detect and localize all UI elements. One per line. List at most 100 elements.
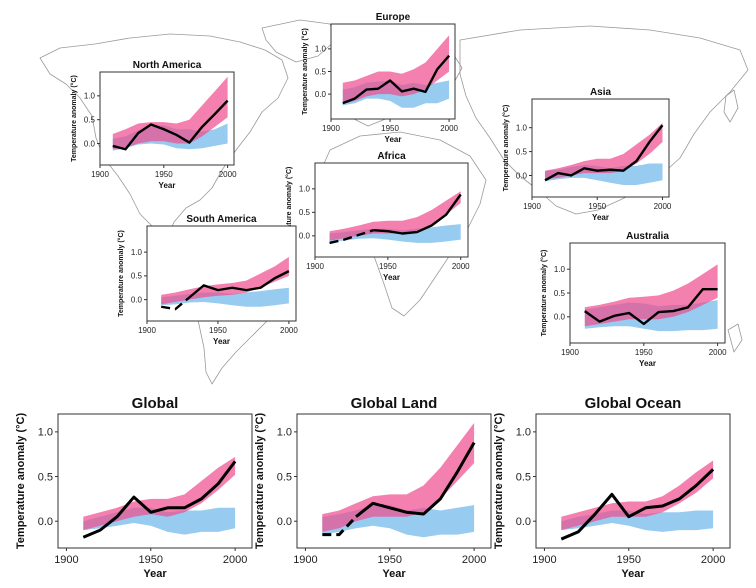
natural-and-anthropogenic-band bbox=[329, 191, 461, 241]
chart-title: Africa bbox=[377, 151, 406, 162]
x-tick-label: 2000 bbox=[440, 124, 458, 133]
observed-line-sparse bbox=[329, 229, 374, 245]
plot-frame bbox=[314, 162, 469, 258]
y-tick-label: 0.0 bbox=[554, 313, 566, 322]
natural-and-anthropogenic-band bbox=[561, 460, 714, 531]
x-tick-label: 1900 bbox=[322, 124, 340, 133]
plot-frame bbox=[57, 413, 253, 549]
observed-line bbox=[188, 270, 290, 299]
y-tick-label: 1.0 bbox=[84, 92, 96, 101]
x-tick-label: 2000 bbox=[701, 554, 725, 566]
observed-line-sparse bbox=[322, 515, 358, 537]
plot-frame bbox=[99, 71, 235, 166]
y-tick-label: 1.0 bbox=[277, 427, 292, 439]
y-tick-label: 0.0 bbox=[516, 171, 528, 180]
observed-line bbox=[112, 99, 229, 151]
y-tick-label: 0.0 bbox=[299, 232, 311, 241]
x-tick-label: 2000 bbox=[709, 348, 727, 357]
chart-title: Global Ocean bbox=[585, 395, 682, 412]
y-axis-label: Temperature anomaly (°C) bbox=[70, 75, 78, 162]
map-new-zealand bbox=[727, 323, 743, 353]
y-axis-label: Temperature anomaly (°C) bbox=[540, 250, 548, 337]
x-tick-label: 2000 bbox=[654, 202, 672, 211]
y-tick-label: 0.0 bbox=[315, 90, 327, 99]
x-axis-label: Year bbox=[592, 213, 609, 222]
x-tick-label: 2000 bbox=[280, 326, 298, 335]
y-tick-label: 1.0 bbox=[554, 265, 566, 274]
y-tick-label: 0.0 bbox=[38, 516, 53, 528]
x-tick-label: 1900 bbox=[523, 202, 541, 211]
plot-frame bbox=[535, 413, 731, 549]
chart-europe: 1900 1950 2000 0.0 0.5 1.0 Europe Year Temperatu… bbox=[301, 12, 459, 144]
x-axis-label: Year bbox=[639, 359, 656, 368]
natural-and-anthropogenic-band bbox=[322, 422, 475, 532]
x-tick-label: 1950 bbox=[155, 170, 173, 179]
observed-line bbox=[355, 441, 476, 518]
x-tick-label: 1950 bbox=[588, 202, 606, 211]
chart-africa: 1900 1950 2000 0.0 0.5 1.0 Africa Year Temperatu… bbox=[285, 151, 470, 282]
x-tick-label: 1900 bbox=[306, 262, 324, 271]
natural-and-anthropogenic-band bbox=[584, 264, 718, 327]
observed-line bbox=[584, 287, 718, 326]
observed-line bbox=[560, 468, 715, 541]
observed-line bbox=[544, 124, 664, 182]
y-axis-label: Temperature anomaly (°C) bbox=[117, 230, 125, 317]
y-tick-label: 0.0 bbox=[516, 516, 531, 528]
y-tick-label: 0.5 bbox=[131, 272, 143, 281]
natural-and-anthropogenic-band bbox=[545, 122, 663, 180]
x-axis-label: Year bbox=[213, 337, 230, 346]
chart-title: Europe bbox=[376, 12, 411, 23]
x-tick-label: 1950 bbox=[139, 554, 163, 566]
observed-line bbox=[82, 460, 237, 539]
y-tick-label: 0.5 bbox=[277, 471, 292, 483]
x-tick-label: 2000 bbox=[462, 554, 486, 566]
x-tick-label: 2000 bbox=[219, 170, 237, 179]
y-tick-label: 1.0 bbox=[38, 427, 53, 439]
observed-line bbox=[373, 193, 462, 235]
x-tick-label: 1900 bbox=[532, 554, 556, 566]
y-tick-label: 0.5 bbox=[315, 67, 327, 76]
y-tick-label: 1.0 bbox=[299, 185, 311, 194]
plot-frame bbox=[531, 98, 670, 198]
y-tick-label: 1.0 bbox=[131, 248, 143, 257]
x-axis-label: Year bbox=[143, 568, 167, 580]
chart-title: Australia bbox=[626, 231, 669, 242]
x-tick-label: 1900 bbox=[91, 170, 109, 179]
y-tick-label: 0.0 bbox=[277, 516, 292, 528]
y-tick-label: 0.5 bbox=[516, 471, 531, 483]
x-tick-label: 1950 bbox=[379, 262, 397, 271]
x-axis-label: Year bbox=[385, 135, 402, 144]
chart-north-america: 1900 1950 2000 0.0 0.5 1.0 North America Year Te… bbox=[70, 60, 237, 190]
observed-line bbox=[342, 54, 451, 105]
y-axis-label: Temperature anomaly (°C) bbox=[493, 413, 505, 550]
y-tick-label: 0.0 bbox=[84, 139, 96, 148]
y-axis-label: Temperature anomaly (°C) bbox=[254, 413, 266, 550]
y-axis-label: Temperature anomaly (°C) bbox=[15, 413, 27, 550]
y-tick-label: 0.5 bbox=[516, 147, 528, 156]
x-tick-label: 1900 bbox=[293, 554, 317, 566]
x-tick-label: 1950 bbox=[378, 554, 402, 566]
x-tick-label: 1900 bbox=[138, 326, 156, 335]
y-axis-label: Temperature anomaly (°C) bbox=[285, 167, 293, 254]
chart-asia: 1900 1950 2000 0.0 0.5 1.0 Asia Year Temperature… bbox=[502, 87, 672, 222]
y-axis-label: Temperature anomaly (°C) bbox=[502, 105, 510, 192]
y-tick-label: 1.0 bbox=[315, 45, 327, 54]
charts-layer: 1900 1950 2000 0.0 0.5 1.0 North America Year Te… bbox=[15, 12, 731, 580]
natural-and-anthropogenic-band bbox=[342, 35, 450, 105]
x-tick-label: 1900 bbox=[54, 554, 78, 566]
x-tick-label: 2000 bbox=[452, 262, 470, 271]
y-tick-label: 0.5 bbox=[38, 471, 53, 483]
chart-global-ocean: 1900 1950 2000 0.0 0.5 1.0 Global Ocean Year Tem… bbox=[493, 395, 731, 580]
chart-title: North America bbox=[133, 60, 202, 71]
x-tick-label: 1950 bbox=[617, 554, 641, 566]
natural-and-anthropogenic-band bbox=[161, 256, 289, 305]
chart-title: Asia bbox=[590, 87, 612, 98]
map-north-america bbox=[39, 33, 289, 237]
chart-global-land: 1900 1950 2000 0.0 0.5 1.0 Global Land Year Temp… bbox=[254, 395, 492, 580]
chart-south-america: 1900 1950 2000 0.0 0.5 1.0 South America Year Te… bbox=[117, 214, 298, 346]
x-tick-label: 1900 bbox=[561, 348, 579, 357]
chart-title: Global Land bbox=[351, 395, 438, 412]
y-axis-label: Temperature anomaly (°C) bbox=[301, 28, 309, 115]
x-axis-label: Year bbox=[159, 181, 176, 190]
